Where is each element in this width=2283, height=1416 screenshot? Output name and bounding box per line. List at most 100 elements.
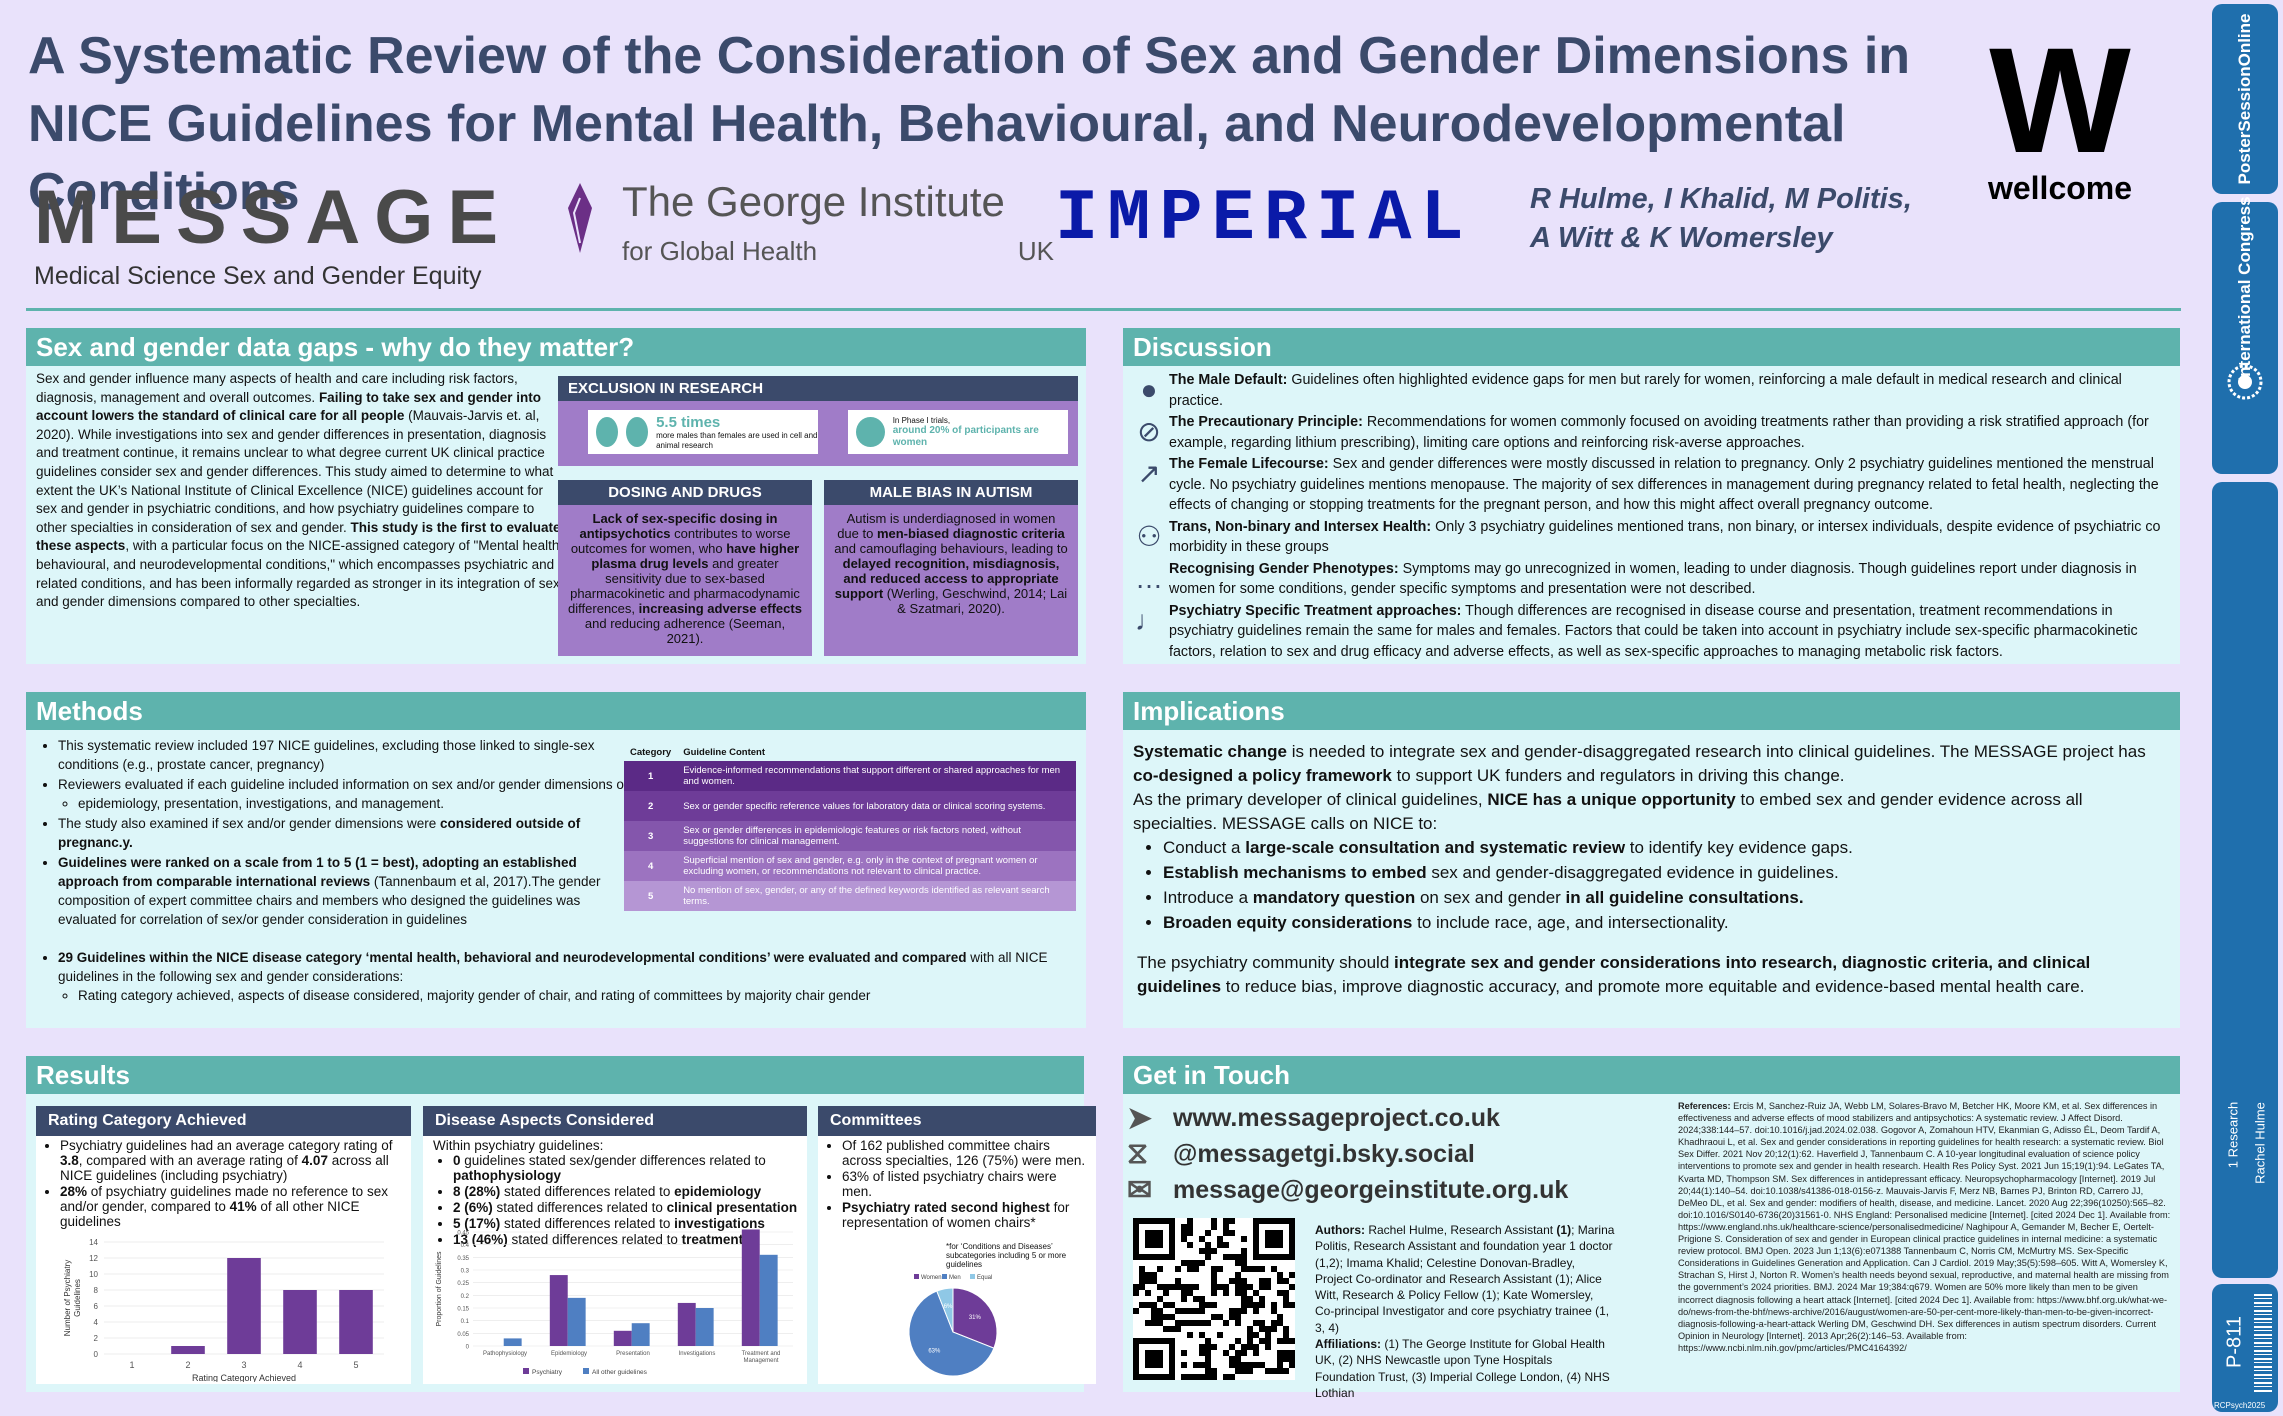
wellcome-w-mark: W <box>1989 16 2131 184</box>
author-affiliations: Authors: Rachel Hulme, Research Assistan… <box>1315 1223 1615 1400</box>
category-row: 2 Sex or gender specific reference values… <box>624 791 1076 821</box>
implication-item-1: Conduct a large-scale consultation and s… <box>1163 836 2170 860</box>
international-congress-badge: International Congress <box>2212 196 2278 474</box>
rating-bullet-1: Psychiatry guidelines had an average cat… <box>60 1138 405 1183</box>
microphone-icon: ♩ <box>1135 604 1163 636</box>
committee-bullet-1: Of 162 published committee chairs across… <box>842 1138 1090 1168</box>
email-link[interactable]: ✉ message@georgeinstitute.org.uk <box>1127 1173 1569 1207</box>
x-tick-label: 2 <box>185 1360 190 1370</box>
y-tick-label: 0.35 <box>457 1256 469 1262</box>
results-panel: Results Rating Category Achieved Psychia… <box>26 1056 1096 1392</box>
x-tick-label: 1 <box>129 1360 134 1370</box>
disease-aspect-item: 2 (6%) stated differences related to cli… <box>453 1200 799 1215</box>
legend-label: Psychiatry <box>532 1369 563 1376</box>
legend-swatch <box>942 1274 947 1279</box>
y-tick-label: 0.05 <box>457 1332 469 1338</box>
results-heading: Results <box>26 1056 1084 1094</box>
imperial-logo: IMPERIAL <box>1055 178 1473 260</box>
y-tick-label: 0.1 <box>461 1319 470 1325</box>
bluesky-link[interactable]: ⧖ @messagetgi.bsky.social <box>1127 1137 1475 1170</box>
george-institute-logo: The George Institute for Global Health U… <box>560 178 1054 267</box>
slice-label: 31% <box>969 1315 982 1321</box>
cursor-arrow-icon: ➤ <box>1127 1101 1153 1135</box>
disease-aspect-item: 5 (17%) stated differences related to in… <box>453 1216 799 1231</box>
bar <box>549 1275 568 1346</box>
disease-aspects-box: Disease Aspects Considered Within psychi… <box>423 1106 807 1384</box>
wellcome-logo: W wellcome <box>1980 16 2140 207</box>
discussion-item: ♩ Psychiatry Specific Treatment approache… <box>1129 601 2174 663</box>
george-logo-line2: for Global Health <box>622 236 818 266</box>
get-in-touch-panel: Get in Touch ➤ www.messageproject.co.uk ⧖… <box>1123 1056 2180 1400</box>
rating-bullet-2: 28% of psychiatry guidelines made no ref… <box>60 1184 405 1229</box>
methods-panel: Methods This systematic review included … <box>26 692 1086 1028</box>
legend-label: Women <box>921 1275 942 1281</box>
slice-label: 63% <box>928 1349 941 1355</box>
disease-aspect-item: 8 (28%) stated differences related to ep… <box>453 1184 799 1199</box>
y-tick-label: 14 <box>89 1238 98 1247</box>
y-tick-label: 0 <box>94 1350 99 1359</box>
committee-footnote: *for ‘Conditions and Diseases’ subcatego… <box>946 1242 1067 1269</box>
committee-bullet-3: Psychiatry rated second highest for repr… <box>842 1200 1090 1230</box>
trend-up-icon: ↗ <box>1137 458 1161 489</box>
methods-text-left: This systematic review included 197 NICE… <box>38 736 638 930</box>
y-tick-label: 8 <box>94 1286 99 1295</box>
category-row: 5 No mention of sex, gender, or any of th… <box>624 881 1076 911</box>
discussion-panel: Discussion ● The Male Default: Guidelines… <box>1123 328 2180 664</box>
x-tick-label: Presentation <box>616 1351 650 1357</box>
legend-label: Equal <box>977 1275 992 1281</box>
committee-pie-chart: Women Men Equal 31% 63% 6% <box>908 1274 998 1377</box>
discussion-item: … Recognising Gender Phenotypes: Symptoms… <box>1129 559 2174 600</box>
woman-icon <box>856 417 885 447</box>
legend-label: Men <box>949 1275 961 1281</box>
speech-bubble-icon: … <box>1135 562 1163 594</box>
poster-session-online-badge[interactable]: PosterSessionOnline <box>2212 4 2278 194</box>
exclusion-in-research-box: EXCLUSION IN RESEARCH 5.5 times more mal… <box>558 376 1078 466</box>
legend-label: All other guidelines <box>592 1369 648 1376</box>
committee-bullet-2: 63% of listed psychiatry chairs were men… <box>842 1169 1090 1199</box>
message-logo-wordmark: MESSAGE <box>34 175 513 260</box>
rating-heading: Rating Category Achieved <box>36 1106 411 1136</box>
wellcome-wordmark: wellcome <box>1987 170 2133 206</box>
y-axis-label: Number of PsychiatryGuidelines <box>63 1260 82 1336</box>
x-tick-label: Epidemiology <box>551 1351 587 1357</box>
george-logo-country: UK <box>1017 236 1054 266</box>
legend-swatch <box>583 1368 589 1374</box>
rating-category-box: Rating Category Achieved Psychiatry guid… <box>36 1106 411 1384</box>
bar <box>567 1297 586 1346</box>
presenter-info-badge: 1 Research Rachel Hulme <box>2212 482 2278 1278</box>
legend-swatch <box>523 1368 529 1374</box>
methods-bullet-5: 29 Guidelines within the NICE disease ca… <box>58 948 1078 1005</box>
implications-text: Systematic change is needed to integrate… <box>1123 730 2180 999</box>
website-link[interactable]: ➤ www.messageproject.co.uk <box>1127 1101 1500 1135</box>
envelope-icon: ✉ <box>1127 1173 1153 1207</box>
autism-heading: MALE BIAS IN AUTISM <box>824 480 1078 505</box>
x-tick-label: Pathophysiology <box>483 1351 527 1357</box>
data-gaps-heading: Sex and gender data gaps - why do they m… <box>26 328 1086 366</box>
y-tick-label: 4 <box>94 1318 99 1327</box>
data-gaps-text: Sex and gender influence many aspects of… <box>36 371 564 610</box>
implication-item-4: Broaden equity considerations to include… <box>1163 911 2170 935</box>
discussion-item: ⚇ Trans, Non-binary and Intersex Health: … <box>1129 517 2174 558</box>
x-tick-label: 4 <box>297 1360 302 1370</box>
disease-aspects-bar-chart: 0 0.05 0.1 0.15 0.2 0.25 0.3 0.35 0.4 0.45 Pathoph… <box>436 1229 793 1376</box>
x-tick-label: 5 <box>353 1360 358 1370</box>
dosing-and-drugs-box: DOSING AND DRUGS Lack of sex-specific do… <box>558 480 812 656</box>
cell-icon <box>596 417 619 447</box>
disease-aspect-item: 13 (46%) stated differences related to t… <box>453 1232 799 1247</box>
bar <box>171 1346 205 1354</box>
committees-heading: Committees <box>818 1106 1096 1136</box>
y-axis-label: Proportion of Guidelines <box>436 1251 443 1327</box>
qr-code[interactable] <box>1133 1218 1295 1380</box>
george-logo-line1: The George Institute <box>622 178 1005 225</box>
message-logo-tagline: Medical Science Sex and Gender Equity <box>34 262 482 290</box>
y-tick-label: 0 <box>466 1345 470 1351</box>
discussion-heading: Discussion <box>1123 328 2180 366</box>
bar <box>695 1308 714 1346</box>
male-bias-in-autism-box: MALE BIAS IN AUTISM Autism is underdiagn… <box>824 480 1078 656</box>
category-row: 3 Sex or gender differences in epidemiolo… <box>624 821 1076 851</box>
y-tick-label: 0.4 <box>461 1243 470 1249</box>
george-leaf-icon <box>568 183 592 253</box>
y-tick-label: 12 <box>89 1254 98 1263</box>
bar <box>677 1302 696 1346</box>
